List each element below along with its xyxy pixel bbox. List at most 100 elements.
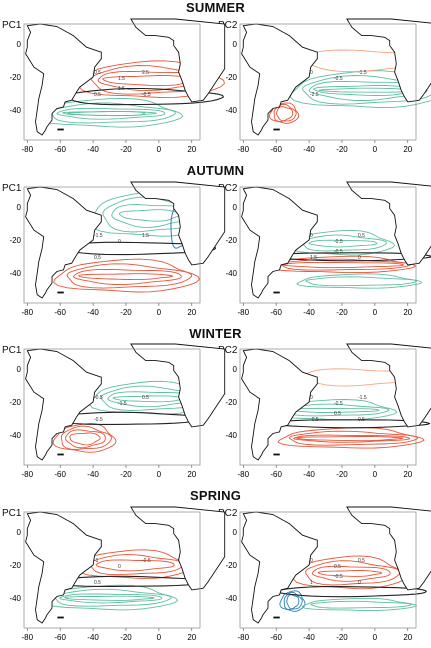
positive-contour: [284, 262, 404, 267]
season-title-summer: SUMMER: [0, 0, 431, 15]
contour-label: -0.5: [94, 395, 103, 401]
y-tick-label: 0: [17, 528, 22, 537]
contour-label: 0.5: [142, 395, 149, 401]
contour-label: 0.5: [358, 233, 365, 239]
contour-label: -0.5: [334, 249, 343, 255]
x-tick-label: 0: [373, 145, 378, 154]
pc1-label-autumn: PC1: [2, 183, 21, 194]
contour-label: -0.5: [94, 417, 103, 423]
negative-contour: [311, 601, 411, 608]
contour-label: 0.5: [334, 564, 341, 570]
x-tick-label: 0: [157, 308, 162, 317]
contour-label: 2.5: [142, 70, 149, 76]
contour-label: 0.5: [94, 580, 101, 586]
x-tick-label: -60: [270, 308, 282, 317]
contour-label: -0.5: [334, 239, 343, 245]
contour-label: -1.5: [358, 70, 367, 76]
falkland-islands: [274, 454, 280, 455]
pc1-label-summer: PC1: [2, 20, 21, 31]
contour-label: -1.5: [358, 395, 367, 401]
y-tick-label: -20: [9, 236, 21, 245]
y-tick-label: 0: [17, 365, 22, 374]
y-tick-label: 0: [17, 203, 22, 212]
africa-coast: [347, 19, 431, 102]
contour-label: -0.5: [334, 574, 343, 580]
contour-label: 0: [358, 580, 361, 586]
y-tick-label: -40: [9, 106, 21, 115]
x-tick-label: -60: [54, 308, 66, 317]
positive-contour: [289, 431, 417, 445]
positive-contour: [73, 269, 181, 284]
y-tick-label: -40: [225, 431, 237, 440]
pc1-label-winter: PC1: [2, 345, 21, 356]
falkland-islands: [58, 129, 64, 130]
contour-label: 0.5: [358, 558, 365, 564]
x-tick-label: -60: [54, 470, 66, 479]
africa-coast: [347, 507, 431, 590]
x-tick-label: -40: [87, 145, 99, 154]
contour-label: -1: [94, 558, 99, 564]
positive-contour: [318, 571, 381, 577]
negative-contour: [319, 88, 406, 92]
x-tick-label: -40: [303, 308, 315, 317]
contour-label: 1.5: [142, 233, 149, 239]
y-tick-label: -20: [9, 398, 21, 407]
contour-label: 0.5: [94, 92, 101, 98]
y-tick-label: -40: [9, 431, 21, 440]
x-tick-label: -20: [336, 633, 348, 642]
y-tick-label: 0: [233, 528, 238, 537]
contour-label: 1.5: [310, 255, 317, 261]
x-tick-label: 20: [403, 470, 412, 479]
y-tick-label: 0: [233, 365, 238, 374]
positive-contour: [96, 560, 174, 571]
contour-label: 0: [118, 564, 121, 570]
x-tick-label: 0: [373, 308, 378, 317]
x-tick-label: -60: [270, 145, 282, 154]
y-tick-label: -40: [225, 106, 237, 115]
negative-contour: [297, 274, 422, 288]
contour-label: 0: [118, 239, 121, 245]
falkland-islands: [274, 129, 280, 130]
positive-contour: [297, 437, 403, 441]
x-tick-label: -40: [303, 633, 315, 642]
y-tick-label: 0: [17, 40, 22, 49]
falkland-islands: [274, 617, 280, 618]
contour-label: -0.5: [334, 76, 343, 82]
contour-label: 1: [310, 580, 313, 586]
south-america-coast: [26, 349, 102, 460]
y-tick-label: -40: [9, 594, 21, 603]
x-tick-label: -80: [22, 470, 34, 479]
x-tick-label: -80: [22, 308, 34, 317]
x-tick-label: 20: [403, 308, 412, 317]
x-tick-label: -40: [303, 470, 315, 479]
positive-contour: [79, 274, 173, 280]
x-tick-label: 0: [373, 633, 378, 642]
contour-label: 0.5: [358, 417, 365, 423]
y-tick-label: -40: [9, 269, 21, 278]
contour-label: 0.5: [94, 70, 101, 76]
falkland-islands: [58, 454, 64, 455]
season-title-winter: WINTER: [0, 326, 431, 341]
negative-contour: [309, 240, 377, 247]
x-tick-label: -80: [238, 145, 250, 154]
negative-contour: [287, 595, 299, 609]
y-tick-label: -40: [225, 594, 237, 603]
season-title-autumn: AUTUMN: [0, 163, 431, 178]
y-tick-label: -20: [9, 561, 21, 570]
y-tick-label: 0: [233, 40, 238, 49]
falkland-islands: [274, 292, 280, 293]
contour-label: -2.5: [310, 92, 319, 98]
x-tick-label: -60: [270, 470, 282, 479]
x-tick-label: 20: [187, 308, 196, 317]
x-tick-label: 20: [187, 470, 196, 479]
x-tick-label: 0: [157, 145, 162, 154]
x-tick-label: -40: [87, 308, 99, 317]
